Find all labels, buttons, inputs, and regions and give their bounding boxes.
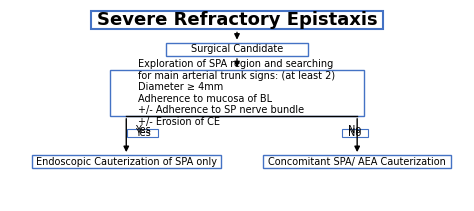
Text: Surgical Candidate: Surgical Candidate: [191, 44, 283, 54]
Text: Concomitant SPA/ AEA Cauterization: Concomitant SPA/ AEA Cauterization: [268, 157, 446, 167]
Text: Endoscopic Cauterization of SPA only: Endoscopic Cauterization of SPA only: [36, 157, 217, 167]
FancyBboxPatch shape: [110, 70, 364, 116]
Text: Yes: Yes: [135, 128, 151, 138]
Text: Exploration of SPA region and searching
for main arterial trunk signs: (at least: Exploration of SPA region and searching …: [138, 59, 336, 127]
FancyBboxPatch shape: [91, 11, 383, 30]
Text: No: No: [348, 126, 362, 135]
Text: No: No: [348, 128, 362, 138]
FancyBboxPatch shape: [342, 129, 368, 137]
Text: Yes: Yes: [135, 126, 151, 135]
FancyBboxPatch shape: [128, 129, 158, 137]
Text: Severe Refractory Epistaxis: Severe Refractory Epistaxis: [97, 11, 377, 29]
FancyBboxPatch shape: [166, 42, 308, 56]
FancyBboxPatch shape: [263, 155, 451, 169]
FancyBboxPatch shape: [32, 155, 220, 169]
